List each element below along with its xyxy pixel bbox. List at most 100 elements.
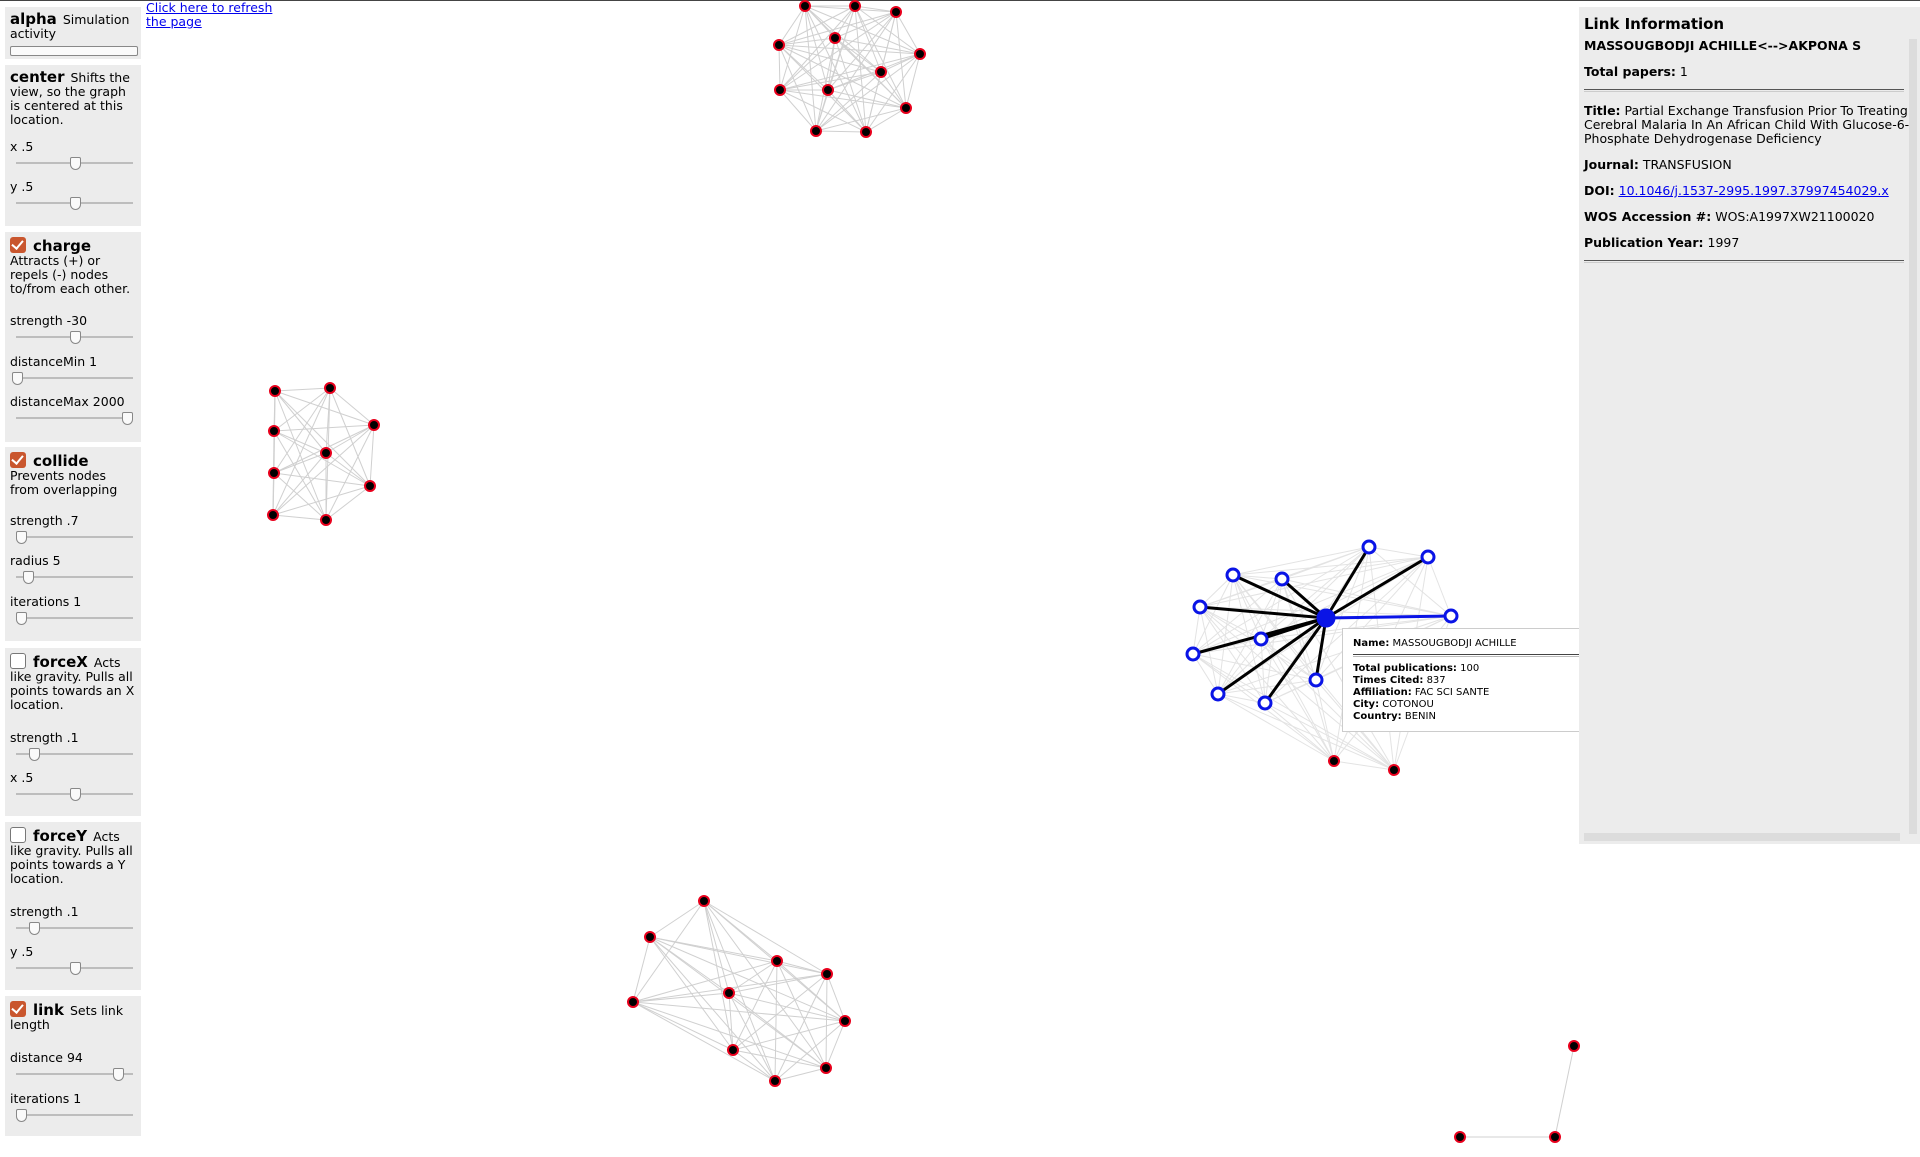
- graph-edge: [1199, 556, 1429, 608]
- graph-edge: [1260, 638, 1395, 771]
- graph-node[interactable]: [1549, 1131, 1561, 1143]
- graph-node[interactable]: [810, 125, 822, 137]
- graph-node[interactable]: [267, 509, 279, 521]
- graph-node[interactable]: [698, 895, 710, 907]
- center-y-slider[interactable]: [16, 197, 133, 210]
- slider-thumb[interactable]: [22, 571, 34, 584]
- graph-node[interactable]: [839, 1015, 851, 1027]
- charge-distancemin-slider[interactable]: [12, 372, 133, 385]
- top-border: [0, 0, 1920, 1]
- link-checkbox[interactable]: [10, 1001, 26, 1017]
- graph-node[interactable]: [774, 84, 786, 96]
- slider-thumb[interactable]: [15, 1109, 27, 1122]
- graph-node[interactable]: [849, 0, 861, 12]
- graph-node[interactable]: [890, 6, 902, 18]
- horizontal-scrollbar[interactable]: [1584, 833, 1900, 841]
- neighbor-node[interactable]: [1361, 539, 1377, 555]
- center-x-slider[interactable]: [16, 157, 133, 170]
- collide-strength-slider[interactable]: [15, 531, 133, 544]
- slider-thumb[interactable]: [15, 612, 27, 625]
- slider-thumb[interactable]: [69, 157, 81, 170]
- graph-node[interactable]: [368, 419, 380, 431]
- refresh-page-link[interactable]: Click here to refresh the page: [146, 0, 273, 29]
- slider-thumb[interactable]: [122, 412, 134, 425]
- graph-node[interactable]: [723, 987, 735, 999]
- collide-checkbox[interactable]: [10, 452, 26, 468]
- graph-node[interactable]: [364, 480, 376, 492]
- neighbor-node[interactable]: [1443, 608, 1459, 624]
- graph-edge: [778, 5, 856, 46]
- neighbor-node[interactable]: [1420, 549, 1436, 565]
- graph-node[interactable]: [1568, 1040, 1580, 1052]
- link-pair: MASSOUGBODJI ACHILLE<-->AKPONA S: [1584, 38, 1862, 53]
- neighbor-node[interactable]: [1274, 571, 1290, 587]
- neighbor-node[interactable]: [1253, 631, 1269, 647]
- neighbor-node[interactable]: [1225, 567, 1241, 583]
- forcex-x-slider[interactable]: [16, 788, 133, 801]
- graph-node[interactable]: [644, 931, 656, 943]
- slider-thumb[interactable]: [112, 1068, 124, 1081]
- slider-thumb[interactable]: [69, 197, 81, 210]
- charge-strength-slider[interactable]: [16, 331, 133, 344]
- selected-node[interactable]: [1316, 608, 1336, 628]
- doi-link[interactable]: 10.1046/j.1537-2995.1997.37997454029.x: [1618, 183, 1889, 198]
- graph-node[interactable]: [875, 66, 887, 78]
- graph-node[interactable]: [1328, 755, 1340, 767]
- graph-node[interactable]: [821, 968, 833, 980]
- graph-edge: [274, 390, 371, 487]
- graph-edge: [272, 452, 327, 516]
- graph-node[interactable]: [914, 48, 926, 60]
- forcex-strength-slider[interactable]: [16, 748, 133, 761]
- slider-thumb[interactable]: [69, 331, 81, 344]
- graph-node[interactable]: [860, 126, 872, 138]
- forcey-strength-slider[interactable]: [16, 922, 133, 935]
- charge-checkbox[interactable]: [10, 237, 26, 253]
- graph-node[interactable]: [268, 425, 280, 437]
- graph-edge: [1232, 574, 1262, 640]
- link-iterations-slider[interactable]: [15, 1109, 133, 1122]
- graph-node[interactable]: [268, 467, 280, 479]
- graph-node[interactable]: [1388, 764, 1400, 776]
- slider-thumb[interactable]: [69, 788, 81, 801]
- graph-node[interactable]: [324, 382, 336, 394]
- neighbor-node[interactable]: [1192, 599, 1208, 615]
- graph-node[interactable]: [900, 102, 912, 114]
- graph-edge: [273, 452, 327, 474]
- link-info-panel[interactable]: Link Information MASSOUGBODJI ACHILLE<--…: [1579, 7, 1920, 844]
- forcey-y-slider[interactable]: [16, 962, 133, 975]
- neighbor-node[interactable]: [1257, 695, 1273, 711]
- graph-node[interactable]: [320, 447, 332, 459]
- tooltip-pubs-label: Total publications:: [1353, 663, 1457, 674]
- forcey-checkbox[interactable]: [10, 827, 26, 843]
- vertical-scrollbar[interactable]: [1909, 39, 1917, 834]
- graph-node[interactable]: [627, 996, 639, 1008]
- graph-edge: [827, 71, 882, 91]
- graph-node[interactable]: [1454, 1131, 1466, 1143]
- graph-edge: [1217, 693, 1266, 704]
- graph-node[interactable]: [769, 1075, 781, 1087]
- graph-node[interactable]: [773, 39, 785, 51]
- forcex-checkbox[interactable]: [10, 653, 26, 669]
- graph-node[interactable]: [799, 0, 811, 12]
- tooltip-name: MASSOUGBODJI ACHILLE: [1392, 638, 1517, 649]
- collide-iterations-slider[interactable]: [15, 612, 133, 625]
- graph-node[interactable]: [727, 1044, 739, 1056]
- graph-node[interactable]: [269, 385, 281, 397]
- slider-thumb[interactable]: [12, 372, 24, 385]
- neighbor-node[interactable]: [1308, 672, 1324, 688]
- graph-node[interactable]: [829, 32, 841, 44]
- graph-node[interactable]: [320, 514, 332, 526]
- slider-thumb[interactable]: [28, 922, 40, 935]
- slider-thumb[interactable]: [28, 748, 40, 761]
- collide-radius-slider[interactable]: [16, 571, 133, 584]
- neighbor-node[interactable]: [1210, 686, 1226, 702]
- slider-thumb[interactable]: [69, 962, 81, 975]
- graph-node[interactable]: [771, 955, 783, 967]
- graph-node[interactable]: [820, 1062, 832, 1074]
- slider-thumb[interactable]: [15, 531, 27, 544]
- charge-distancemax-slider[interactable]: [16, 412, 134, 425]
- neighbor-node[interactable]: [1185, 646, 1201, 662]
- link-distance-slider[interactable]: [16, 1068, 133, 1081]
- graph-node[interactable]: [822, 84, 834, 96]
